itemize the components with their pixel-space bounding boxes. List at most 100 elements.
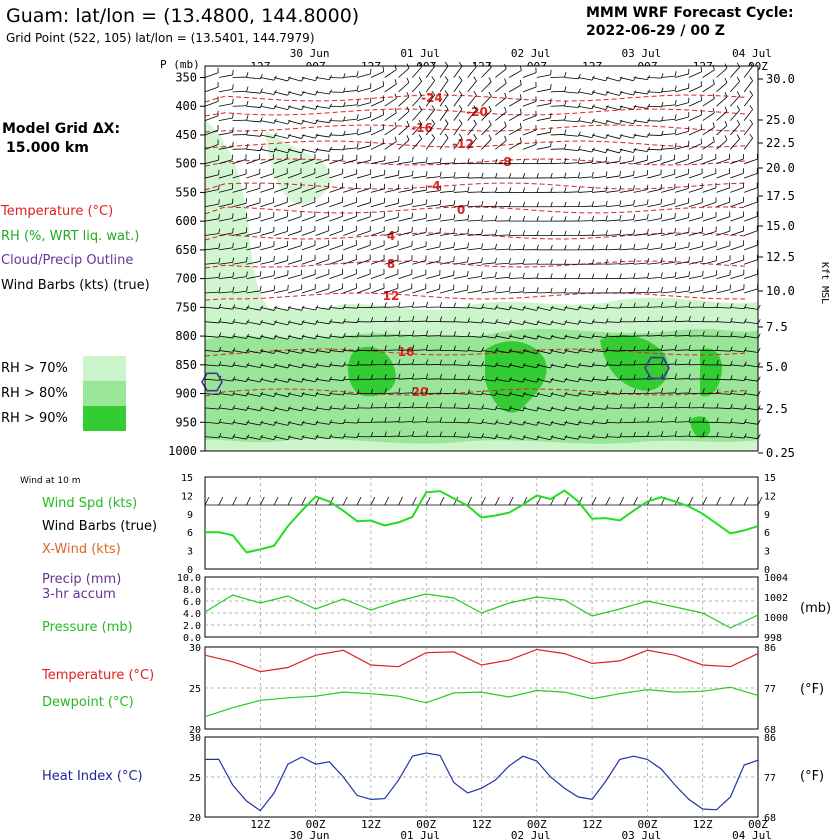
surface-barb: [259, 496, 265, 506]
wind-barb-flag: [481, 271, 483, 277]
wind-barb: [260, 260, 275, 265]
wind-barb: [743, 137, 753, 150]
wind-barb: [384, 231, 399, 236]
wind-barb: [467, 247, 482, 251]
wind-barb-flag: [481, 332, 484, 338]
wind-barb: [674, 261, 689, 265]
wind-barb: [674, 145, 689, 150]
wind-barb: [661, 118, 676, 121]
wind-barb: [578, 120, 593, 124]
wind-barb-flag: [481, 404, 484, 410]
xwind-label: X-Wind (kts): [42, 542, 121, 557]
wind-barb: [356, 102, 371, 107]
wind-barb: [425, 66, 435, 78]
wind-barb-flag: [495, 257, 497, 263]
wind-barb: [592, 335, 607, 338]
wind-barb: [204, 233, 219, 236]
wind-barb: [218, 103, 233, 107]
wind-barb: [633, 203, 648, 208]
wind-barb: [661, 217, 675, 222]
legend-rh: RH (%, WRT liq. wat.): [1, 229, 139, 244]
wind-barb-flag: [550, 201, 553, 207]
wind-barb: [592, 306, 607, 310]
wind-barb: [564, 162, 579, 165]
temperature-contour: [204, 232, 746, 241]
wind-barb-flag: [743, 375, 747, 381]
wind-barb: [674, 173, 689, 179]
wind-barb: [301, 259, 316, 265]
wind-barb-flag: [473, 134, 477, 139]
wind-barb-flag: [370, 345, 374, 351]
wind-barb: [398, 378, 413, 380]
wind-speed-label: Wind Spd (kts): [42, 496, 137, 511]
wind-barb: [550, 148, 565, 150]
heat-gridlines: [205, 737, 758, 817]
wind-barb: [633, 291, 648, 294]
wind-barb: [744, 350, 759, 353]
wind-barb: [661, 173, 675, 179]
wind-barb: [508, 70, 522, 78]
wind-barb: [370, 128, 384, 136]
wind-barb-flag: [488, 105, 492, 111]
wind-barb: [315, 436, 330, 440]
surface-barb: [536, 496, 542, 506]
wind-barb-flag: [232, 376, 236, 382]
wind-barb-flag: [473, 76, 477, 82]
wind-barb: [370, 143, 384, 150]
wind-barb-flag: [495, 433, 498, 439]
wind-barb-flag: [495, 362, 498, 367]
wind-barb: [619, 120, 634, 125]
wind-barb: [730, 350, 745, 353]
wind-barb: [356, 145, 371, 150]
wind-barb: [232, 159, 247, 165]
wind-barb: [495, 140, 507, 150]
wind-barb: [398, 273, 412, 279]
wind-barb-flag: [495, 376, 498, 382]
wind-barb-flag: [702, 316, 705, 322]
wind-barb: [315, 201, 329, 208]
wind-barb-flag: [647, 214, 649, 220]
wind-barb: [536, 306, 551, 311]
wind-barb-flag: [702, 345, 705, 351]
wind-barb: [301, 201, 316, 208]
wind-barb-flag: [519, 94, 522, 100]
wind-barb-flag: [564, 158, 567, 164]
wind-barb-flag: [287, 334, 291, 340]
wind-barb: [508, 98, 522, 107]
wind-barb: [716, 364, 731, 366]
wind-barb: [730, 95, 740, 107]
wind-barb: [398, 217, 413, 222]
wind-barb: [592, 378, 607, 381]
wind-barb: [356, 159, 371, 165]
wind-barb-flag: [712, 79, 715, 85]
wind-barb-flag: [550, 259, 553, 265]
wind-barb: [426, 204, 441, 208]
wind-barb: [661, 421, 676, 423]
wind-barb-flag: [495, 173, 498, 179]
wind-barb-flag: [716, 374, 719, 380]
wind-barb: [509, 364, 523, 369]
wind-barb: [274, 289, 288, 294]
wind-barb: [495, 290, 510, 294]
wind-barb-flag: [605, 332, 609, 338]
surface-barb: [481, 496, 486, 506]
wind-barb-flag: [453, 157, 456, 164]
wind-barb-flag: [563, 305, 568, 311]
wind-barb-flag: [273, 435, 277, 440]
wind-barb-flag: [619, 214, 622, 221]
wind-barb-flag: [453, 403, 456, 409]
wind-barb: [495, 97, 507, 107]
wind-barb-flag: [633, 331, 636, 337]
temperature-contour-label: 0: [457, 203, 465, 217]
wind-barb: [412, 274, 426, 279]
height-tick-label: 7.5: [766, 320, 788, 334]
wind-barb-flag: [716, 360, 719, 366]
temperature-contour: [204, 260, 746, 269]
wind-barb: [453, 233, 468, 236]
wind-barb-flag: [749, 76, 753, 81]
wind-barb: [564, 91, 579, 94]
wind-barb: [343, 335, 358, 338]
wind-barb: [218, 217, 233, 222]
wind-barb: [702, 216, 717, 222]
